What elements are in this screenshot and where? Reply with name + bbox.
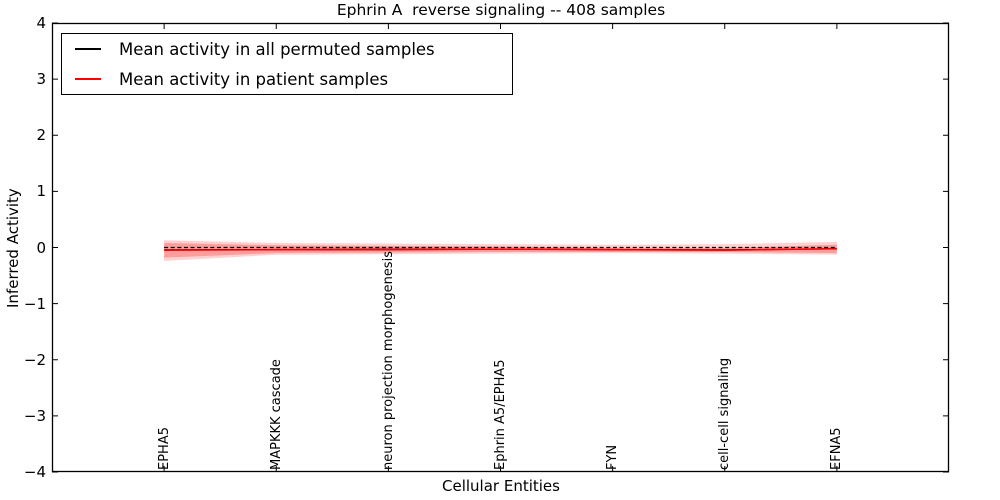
chart-title: Ephrin A reverse signaling -- 408 sample… xyxy=(336,1,666,19)
y-tick-label: 1 xyxy=(36,182,46,201)
legend-row-patient: Mean activity in patient samples xyxy=(62,66,512,92)
x-axis-label: Cellular Entities xyxy=(442,477,560,495)
patient-mean-line xyxy=(164,247,837,252)
x-tick-label: EPHA5 xyxy=(156,427,172,470)
y-tick-label: 3 xyxy=(36,70,46,89)
y-tick-label: −1 xyxy=(23,294,46,313)
x-tick-label: EFNA5 xyxy=(829,427,845,470)
legend: Mean activity in all permuted samples Me… xyxy=(61,33,513,95)
x-tick-label: cell-cell signaling xyxy=(717,357,733,470)
x-tick-label: FYN xyxy=(605,444,621,470)
patient-line-swatch xyxy=(75,78,101,80)
y-tick-label: 4 xyxy=(36,14,46,32)
x-tick-label: Ephrin A5/EPHA5 xyxy=(493,359,508,470)
permuted-line-swatch xyxy=(75,48,101,50)
y-tick-label: 0 xyxy=(36,238,46,257)
y-tick-label: −2 xyxy=(23,350,46,369)
legend-label-permuted: Mean activity in all permuted samples xyxy=(119,39,435,59)
y-tick-label: −4 xyxy=(23,463,46,481)
legend-row-permuted: Mean activity in all permuted samples xyxy=(62,36,512,62)
std-band xyxy=(164,243,837,258)
std-band xyxy=(164,240,837,261)
x-tick-label: MAPKKK cascade xyxy=(268,359,284,470)
legend-label-patient: Mean activity in patient samples xyxy=(119,69,389,89)
y-tick-label: −3 xyxy=(23,406,46,425)
y-tick-label: 2 xyxy=(36,126,46,145)
x-tick-label: neuron projection morphogenesis xyxy=(380,251,396,470)
